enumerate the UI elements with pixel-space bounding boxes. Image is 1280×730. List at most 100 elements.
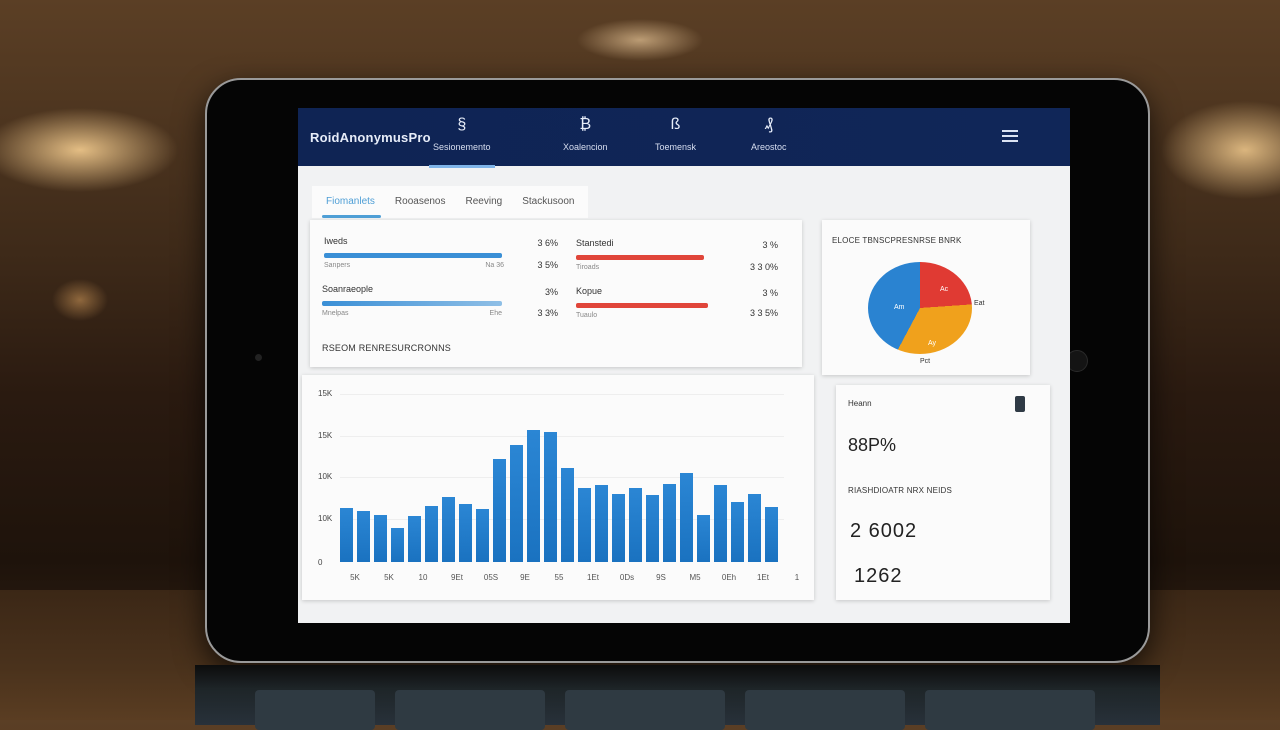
bar[interactable] <box>408 516 421 562</box>
nav-label: Sesionemento <box>433 142 491 152</box>
key <box>565 690 725 730</box>
metric-progress-bar <box>322 301 502 306</box>
x-tick: 5K <box>350 573 360 582</box>
bar[interactable] <box>544 432 557 562</box>
x-tick: 10 <box>418 573 428 582</box>
metric-sub-left: Mnelpas <box>322 310 349 317</box>
pie-chart-card: ELOCE TBNSCPRESNRSE BNRK Am Ac Ay Eat Pc… <box>822 220 1030 375</box>
nav-label: Xoalencion <box>563 142 608 152</box>
metric-value: 3 6% <box>537 238 558 248</box>
nav-label: Toemensk <box>655 142 697 152</box>
stat-label: Heann <box>848 399 872 408</box>
metric-sub-left: Tiroads <box>576 264 600 271</box>
key <box>395 690 545 730</box>
y-tick: 10K <box>318 472 333 481</box>
stat-value: 1262 <box>854 565 903 587</box>
y-tick: 15K <box>318 389 333 398</box>
y-tick: 10K <box>318 514 333 523</box>
x-tick: M5 <box>689 573 701 582</box>
bar[interactable] <box>578 488 591 562</box>
bar[interactable] <box>595 485 608 562</box>
keyboard-cover <box>195 665 1160 730</box>
metric-value: 3% <box>544 287 558 297</box>
tab-bar: Fiomanlets Rooasenos Reeving Stackusoon <box>312 186 589 218</box>
pie-chart[interactable] <box>868 262 972 354</box>
app-brand[interactable]: RoidAnonymusPro <box>310 129 431 145</box>
dashboard-screen: RoidAnonymusPro § Sesionemento ₿ Xoalenc… <box>298 108 1070 623</box>
bar[interactable] <box>663 484 676 562</box>
metric-progress-bar <box>324 253 502 258</box>
bar-series <box>340 422 778 562</box>
bar[interactable] <box>493 459 506 562</box>
x-tick: 55 <box>554 573 564 582</box>
bar[interactable] <box>646 495 659 562</box>
metric-progress-bar <box>576 303 708 308</box>
metric-sub-left: Sanpers <box>324 262 351 269</box>
nav-icon-1: § <box>457 116 467 133</box>
front-camera <box>255 354 262 361</box>
nav-label: Areostoc <box>751 142 787 152</box>
nav-item-relations[interactable]: ₿ Xoalencion <box>563 116 608 152</box>
bar[interactable] <box>425 506 438 562</box>
x-tick: 1Et <box>586 573 599 582</box>
gridline <box>340 394 784 395</box>
metric-value: 3 % <box>762 240 778 250</box>
x-tick: 0Ds <box>619 573 635 582</box>
bar[interactable] <box>442 497 455 562</box>
bar[interactable] <box>510 445 523 562</box>
metric-name: Soanraeople <box>322 284 374 294</box>
x-axis-labels: 5K 5K 10 9Et 05S 9E 55 1Et 0Ds 9S M5 0Eh 1Et 1 <box>338 573 814 582</box>
metric-value: 3 5% <box>537 260 558 270</box>
bar[interactable] <box>391 528 404 562</box>
metric-name: Kopue <box>576 286 603 296</box>
nav-item-assets[interactable]: ₰ Areostoc <box>751 116 787 152</box>
metric-name: Iweds <box>324 236 348 246</box>
bar[interactable] <box>357 511 370 562</box>
pie-slice-label: Ay <box>928 340 937 347</box>
tab-stackusoon[interactable]: Stackusoon <box>522 196 575 207</box>
metric-value: 3 % <box>762 288 778 298</box>
x-tick: 0Eh <box>721 573 737 582</box>
metric-name: Stanstedi <box>576 238 614 248</box>
x-tick: 9Et <box>450 573 463 582</box>
bar[interactable] <box>680 473 693 562</box>
metric-row: Iweds Sanpers Na 36 <box>324 236 504 269</box>
card-options-icon[interactable] <box>1015 396 1025 412</box>
metrics-footer-link[interactable]: RSEOM RENRESURCRONNS <box>322 343 452 353</box>
bar[interactable] <box>697 515 710 562</box>
y-tick: 0 <box>318 558 323 567</box>
bar[interactable] <box>629 488 642 562</box>
pie-chart-title: ELOCE TBNSCPRESNRSE BNRK <box>832 236 962 245</box>
bar[interactable] <box>476 509 489 562</box>
pie-slice-label: Am <box>894 304 905 311</box>
pie-bottom-label: Pct <box>920 358 931 365</box>
bar[interactable] <box>459 504 472 562</box>
metric-value: 3 3 5% <box>749 308 778 318</box>
tab-fiomanlets[interactable]: Fiomanlets <box>316 186 385 218</box>
gridline <box>340 436 784 437</box>
stats-card: Heann 88P% RIASHDIOATR NRX NEIDS 2 6002 … <box>836 385 1050 600</box>
stat-value: 2 6002 <box>850 520 918 542</box>
bar[interactable] <box>340 508 353 562</box>
bar[interactable] <box>748 494 761 562</box>
nav-item-sessions[interactable]: § Sesionemento <box>429 116 495 168</box>
bar[interactable] <box>612 494 625 562</box>
x-tick: 1 <box>794 573 800 582</box>
nav-item-tokens[interactable]: ß Toemensk <box>655 116 696 152</box>
stat-label: RIASHDIOATR NRX NEIDS <box>848 486 953 495</box>
pie-slice-label: Ac <box>940 286 949 293</box>
bar[interactable] <box>731 502 744 562</box>
metric-value: 3 3% <box>537 308 558 318</box>
y-tick: 15K <box>318 431 333 440</box>
bar[interactable] <box>765 507 778 562</box>
metric-value: 3 3 0% <box>749 262 778 272</box>
tab-rooasenos[interactable]: Rooasenos <box>394 196 446 207</box>
tab-reeving[interactable]: Reeving <box>465 196 503 207</box>
key <box>925 690 1095 730</box>
bar[interactable] <box>714 485 727 562</box>
hamburger-menu-icon[interactable] <box>1002 130 1018 145</box>
bar[interactable] <box>561 468 574 562</box>
bar[interactable] <box>374 515 387 562</box>
x-tick: 9S <box>656 573 666 582</box>
bar[interactable] <box>527 430 540 562</box>
